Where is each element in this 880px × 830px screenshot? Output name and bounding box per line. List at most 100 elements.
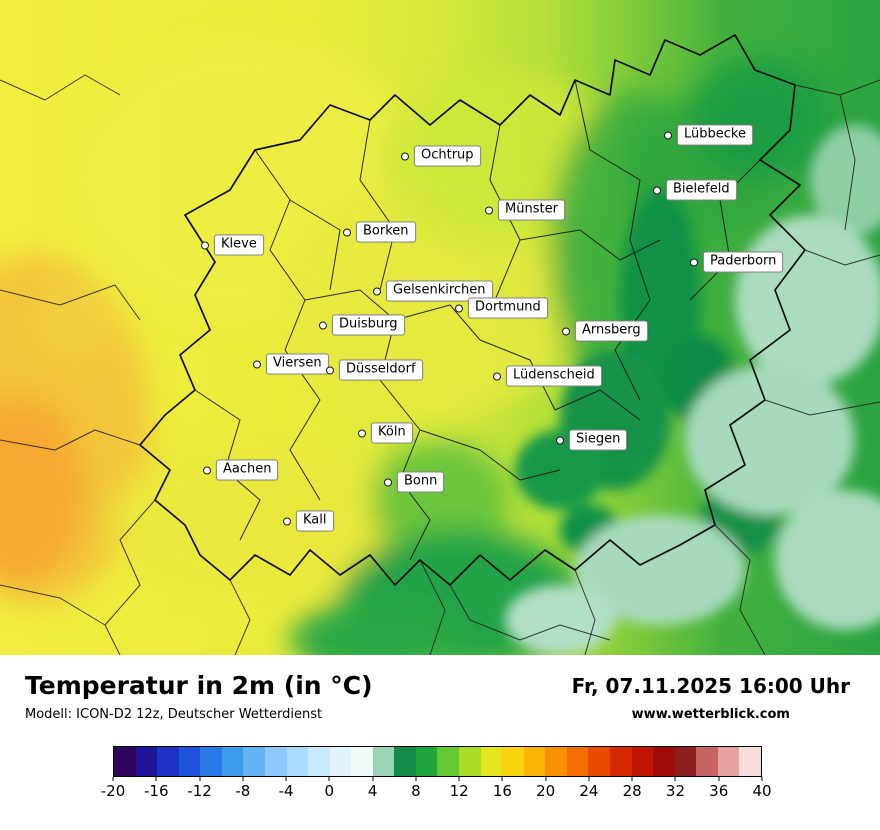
- colorbar-tick-mark: [372, 777, 374, 781]
- colorbar-tick-label: 0: [324, 782, 335, 800]
- city-marker: Dortmund: [455, 297, 548, 319]
- temperature-map: Lübbecke Bielefeld Ochtrup Münster Borken Kle…: [0, 0, 880, 655]
- colorbar-tick-mark: [545, 777, 547, 781]
- city-dot: [319, 321, 327, 329]
- city-label: Dortmund: [468, 297, 548, 319]
- colorbar-tick-label: 40: [752, 782, 772, 800]
- city-dot: [201, 241, 209, 249]
- city-label: Bielefeld: [666, 179, 737, 201]
- city-marker: Kall: [283, 510, 334, 532]
- colorbar-tick-mark: [328, 777, 330, 781]
- colorbar-segment: [545, 747, 567, 776]
- city-dot: [384, 478, 392, 486]
- colorbar-segment: [459, 747, 481, 776]
- city-label: Kleve: [214, 234, 264, 256]
- colorbar-tick-label: 16: [492, 782, 512, 800]
- colorbar-segment: [286, 747, 309, 776]
- city-marker: Bielefeld: [653, 179, 737, 201]
- colorbar-tick-label: -20: [100, 782, 126, 800]
- city-dot: [493, 372, 501, 380]
- city-dot: [283, 517, 291, 525]
- city-marker: Ochtrup: [401, 145, 481, 167]
- colorbar-segment: [717, 747, 740, 776]
- colorbar-tick-mark: [718, 777, 720, 781]
- colorbar-segment: [114, 747, 136, 776]
- colorbar-tick-label: 36: [709, 782, 729, 800]
- colorbar-segment: [480, 747, 503, 776]
- colorbar-segment: [674, 747, 697, 776]
- city-marker: Aachen: [203, 459, 279, 481]
- colorbar-tick-label: -8: [235, 782, 251, 800]
- colorbar-segment: [588, 747, 610, 776]
- city-dot: [556, 436, 564, 444]
- city-layer: Lübbecke Bielefeld Ochtrup Münster Borken Kle…: [201, 124, 784, 532]
- colorbar-tick-label: 32: [665, 782, 685, 800]
- colorbar-segment: [221, 747, 244, 776]
- colorbar-segment: [502, 747, 524, 776]
- colorbar-tick-label: -12: [187, 782, 212, 800]
- city-label: Kall: [296, 510, 334, 532]
- city-dot: [203, 466, 211, 474]
- colorbar-tick-label: 8: [411, 782, 421, 800]
- colorbar-tick-label: 4: [367, 782, 378, 800]
- city-dot: [343, 228, 351, 236]
- city-marker: Kleve: [201, 234, 264, 256]
- city-label: Paderborn: [703, 251, 784, 273]
- colorbar-segment: [351, 747, 373, 776]
- footer: Temperatur in 2m (in °C) Modell: ICON-D2…: [0, 655, 880, 803]
- city-marker: Borken: [343, 221, 416, 243]
- city-dot: [373, 287, 381, 295]
- city-marker: Münster: [485, 199, 565, 221]
- colorbar-tick-mark: [588, 777, 590, 781]
- colorbar-tick-mark: [199, 777, 201, 781]
- colorbar-segment: [394, 747, 416, 776]
- colorbar-segment: [200, 747, 222, 776]
- city-marker: Gelsenkirchen: [373, 280, 493, 302]
- map-field-svg: [0, 0, 880, 655]
- colorbar-segment: [631, 747, 654, 776]
- colorbar-tick-mark: [155, 777, 157, 781]
- city-dot: [562, 327, 570, 335]
- state-border: [139, 34, 806, 586]
- colorbar-segment: [609, 747, 632, 776]
- colorbar-segment: [653, 747, 675, 776]
- city-dot: [358, 429, 366, 437]
- city-marker: Lübbecke: [664, 124, 753, 146]
- colorbar-tick-label: 12: [449, 782, 469, 800]
- city-marker: Köln: [358, 422, 413, 444]
- city-dot: [653, 186, 661, 194]
- colorbar-tick-mark: [631, 777, 633, 781]
- city-marker: Lüdenscheid: [493, 365, 602, 387]
- city-dot: [401, 152, 409, 160]
- colorbar-segment: [696, 747, 718, 776]
- city-marker: Bonn: [384, 471, 445, 493]
- city-marker: Viersen: [253, 353, 329, 375]
- colorbar-segment: [437, 747, 459, 776]
- colorbar-segment: [308, 747, 330, 776]
- city-label: Viersen: [266, 353, 329, 375]
- colorbar-tick-mark: [458, 777, 460, 781]
- map-title: Temperatur in 2m (in °C): [25, 671, 373, 700]
- colorbar-ticks: -20 -16 -12 -8 -4 0 4 8 12 16 20 24 28 32 36 40: [101, 777, 772, 803]
- city-marker: Paderborn: [690, 251, 784, 273]
- city-dot: [455, 304, 463, 312]
- colorbar-segment: [739, 747, 761, 776]
- city-label: Gelsenkirchen: [386, 280, 493, 302]
- colorbar-segment: [329, 747, 352, 776]
- city-marker: Siegen: [556, 429, 628, 451]
- city-label: Lübbecke: [677, 124, 753, 146]
- colorbar-segment: [135, 747, 158, 776]
- colorbar-tick-mark: [674, 777, 676, 781]
- colorbar-segment: [178, 747, 201, 776]
- colorbar-tick-mark: [285, 777, 287, 781]
- colorbar-tick-label: -4: [278, 782, 294, 800]
- colorbar-segment: [243, 747, 265, 776]
- city-label: Köln: [371, 422, 413, 444]
- colorbar-segment: [157, 747, 179, 776]
- city-label: Ochtrup: [414, 145, 481, 167]
- colorbar-segment: [264, 747, 287, 776]
- colorbar-tick-mark: [501, 777, 503, 781]
- city-dot: [690, 258, 698, 266]
- colorbar-segment: [523, 747, 546, 776]
- forecast-datetime: Fr, 07.11.2025 16:00 Uhr: [571, 674, 850, 698]
